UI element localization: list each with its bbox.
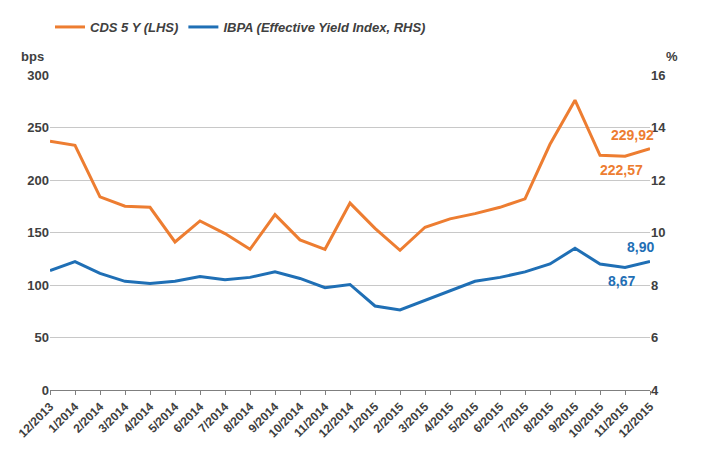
svg-text:6/2015: 6/2015 bbox=[471, 400, 507, 436]
svg-text:6/2014: 6/2014 bbox=[171, 400, 207, 436]
svg-text:bps: bps bbox=[21, 49, 44, 64]
svg-text:%: % bbox=[666, 49, 678, 64]
svg-text:8,67: 8,67 bbox=[608, 273, 635, 289]
svg-text:1/2014: 1/2014 bbox=[46, 400, 82, 436]
svg-text:10/2015: 10/2015 bbox=[566, 400, 607, 441]
svg-text:12/2015: 12/2015 bbox=[616, 400, 657, 441]
svg-text:11/2014: 11/2014 bbox=[291, 400, 331, 440]
svg-text:50: 50 bbox=[35, 330, 49, 345]
svg-text:6: 6 bbox=[651, 330, 658, 345]
svg-text:300: 300 bbox=[27, 68, 49, 83]
svg-text:229,92: 229,92 bbox=[611, 127, 654, 143]
svg-text:7/2014: 7/2014 bbox=[196, 400, 232, 436]
svg-text:12: 12 bbox=[651, 173, 665, 188]
svg-text:200: 200 bbox=[27, 173, 49, 188]
svg-text:8/2014: 8/2014 bbox=[221, 400, 257, 436]
svg-text:9/2014: 9/2014 bbox=[246, 400, 282, 436]
svg-text:250: 250 bbox=[27, 120, 49, 135]
svg-text:3/2015: 3/2015 bbox=[396, 400, 432, 436]
svg-text:5/2014: 5/2014 bbox=[146, 400, 182, 436]
svg-text:0: 0 bbox=[42, 383, 49, 398]
svg-text:1/2015: 1/2015 bbox=[346, 400, 382, 436]
svg-text:IBPA (Effective Yield Index, R: IBPA (Effective Yield Index, RHS) bbox=[223, 20, 425, 35]
svg-text:150: 150 bbox=[27, 225, 49, 240]
svg-text:4: 4 bbox=[651, 383, 659, 398]
svg-text:CDS 5 Y (LHS): CDS 5 Y (LHS) bbox=[90, 20, 178, 35]
svg-text:2/2014: 2/2014 bbox=[71, 400, 107, 436]
svg-text:4/2015: 4/2015 bbox=[421, 400, 457, 436]
svg-text:5/2015: 5/2015 bbox=[446, 400, 482, 436]
svg-text:8/2015: 8/2015 bbox=[521, 400, 557, 436]
svg-text:12/2014: 12/2014 bbox=[316, 400, 357, 441]
svg-text:4/2014: 4/2014 bbox=[121, 400, 157, 436]
svg-text:100: 100 bbox=[27, 278, 49, 293]
svg-text:10: 10 bbox=[651, 225, 665, 240]
svg-text:16: 16 bbox=[651, 68, 665, 83]
svg-text:8: 8 bbox=[651, 278, 658, 293]
svg-text:2/2015: 2/2015 bbox=[371, 400, 407, 436]
svg-text:7/2015: 7/2015 bbox=[496, 400, 532, 436]
svg-text:11/2015: 11/2015 bbox=[591, 400, 631, 440]
svg-text:3/2014: 3/2014 bbox=[96, 400, 132, 436]
svg-text:222,57: 222,57 bbox=[600, 162, 643, 178]
svg-text:10/2014: 10/2014 bbox=[266, 400, 307, 441]
svg-text:12/2013: 12/2013 bbox=[16, 400, 57, 441]
svg-text:8,90: 8,90 bbox=[627, 239, 654, 255]
svg-text:9/2015: 9/2015 bbox=[546, 400, 582, 436]
svg-text:14: 14 bbox=[651, 120, 666, 135]
